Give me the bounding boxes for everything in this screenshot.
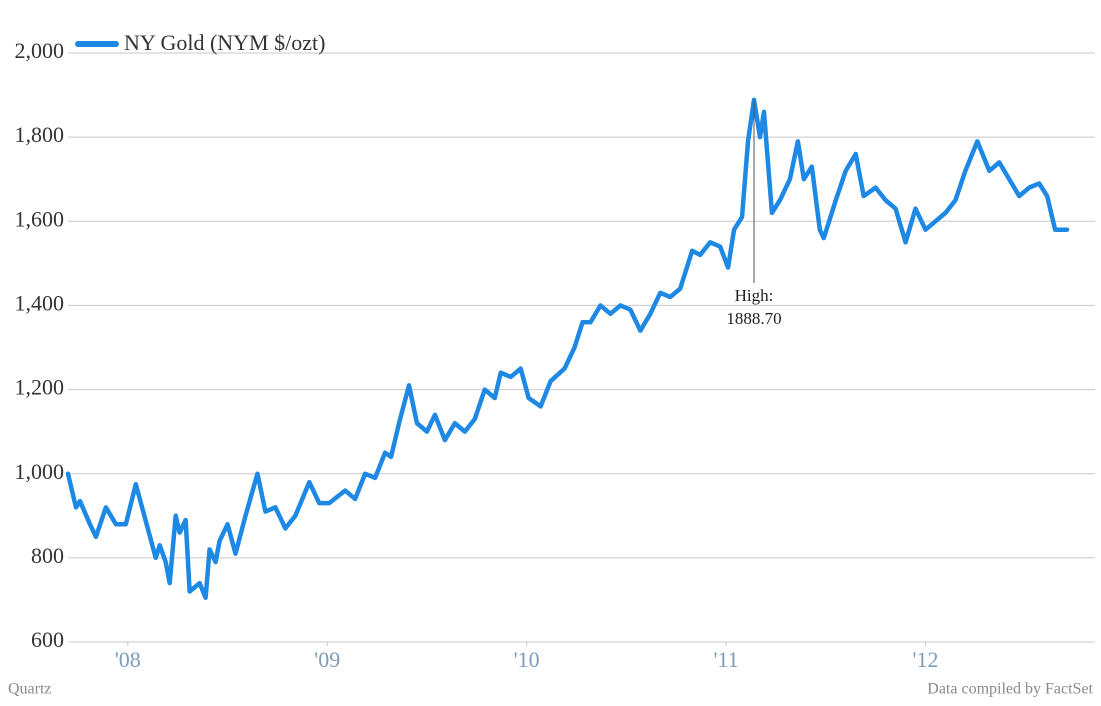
y-tick-label: 1,800 <box>15 122 65 147</box>
x-tick-label: '11 <box>713 647 738 672</box>
y-tick-label: 800 <box>31 543 64 568</box>
y-tick-label: 1,400 <box>15 290 65 315</box>
y-tick-label: 2,000 <box>15 38 65 63</box>
x-tick-label: '08 <box>115 647 141 672</box>
legend-label: NY Gold (NYM $/ozt) <box>124 30 325 55</box>
annotation-text: 1888.70 <box>726 309 781 328</box>
line-series <box>65 97 1070 601</box>
y-tick-label: 600 <box>31 627 64 652</box>
x-tick-label: '09 <box>314 647 340 672</box>
y-tick-label: 1,000 <box>15 459 65 484</box>
x-tick-label: '12 <box>913 647 939 672</box>
footer-source: Quartz <box>8 681 52 698</box>
y-tick-label: 1,600 <box>15 206 65 231</box>
y-tick-label: 1,200 <box>15 375 65 400</box>
annotation-text: High: <box>735 286 774 305</box>
footer-credit: Data compiled by FactSet <box>927 681 1093 698</box>
x-tick-label: '10 <box>514 647 540 672</box>
